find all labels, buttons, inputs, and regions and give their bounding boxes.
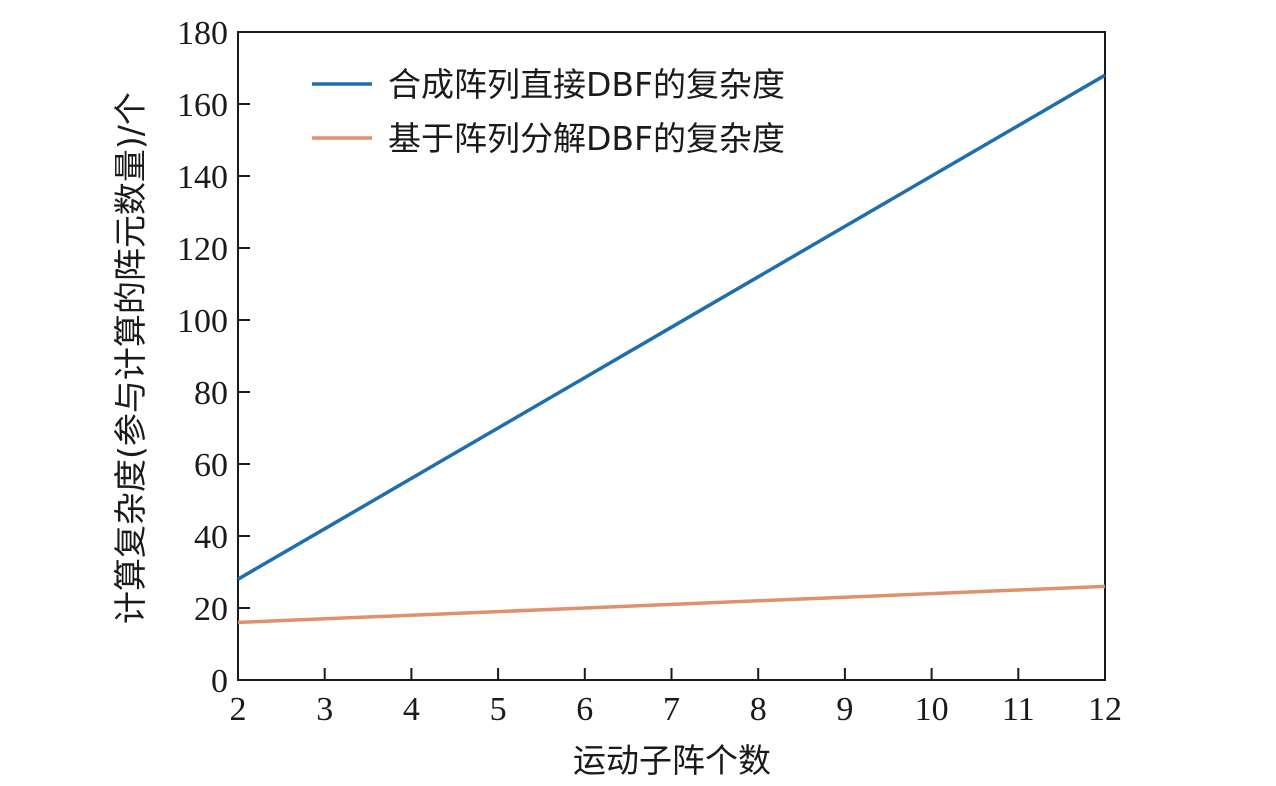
x-tick-label: 8 <box>750 691 767 728</box>
y-axis-label: 计算复杂度(参与计算的阵元数量)/个 <box>111 92 150 624</box>
y-tick-label: 40 <box>194 519 228 556</box>
y-tick-label: 160 <box>177 87 228 124</box>
y-tick-label: 140 <box>177 159 228 196</box>
x-tick-label: 11 <box>1002 691 1035 728</box>
x-tick-label: 12 <box>1088 691 1122 728</box>
legend-label-2: 基于阵列分解DBF的复杂度 <box>388 119 785 158</box>
x-axis-label: 运动子阵个数 <box>573 741 771 780</box>
series-line-2 <box>237 584 1106 625</box>
y-tick-label: 180 <box>177 15 228 52</box>
x-tick-label: 9 <box>836 691 853 728</box>
x-tick-label: 10 <box>915 691 949 728</box>
y-tick-label: 20 <box>194 591 228 628</box>
series-line-1 <box>237 73 1106 581</box>
x-tick-label: 5 <box>490 691 507 728</box>
legend-label-1: 合成阵列直接DBF的复杂度 <box>388 65 785 104</box>
x-tick-label: 6 <box>576 691 593 728</box>
y-tick-label: 100 <box>177 303 228 340</box>
y-tick-label: 0 <box>211 663 228 700</box>
x-tick-label: 3 <box>316 691 333 728</box>
x-tick-label: 7 <box>663 691 680 728</box>
y-tick-label: 120 <box>177 231 228 268</box>
y-tick-label: 60 <box>194 447 228 484</box>
x-tick-label: 4 <box>403 691 420 728</box>
x-tick-label: 2 <box>230 691 247 728</box>
y-tick-label: 80 <box>194 375 228 412</box>
series-group <box>237 73 1106 625</box>
